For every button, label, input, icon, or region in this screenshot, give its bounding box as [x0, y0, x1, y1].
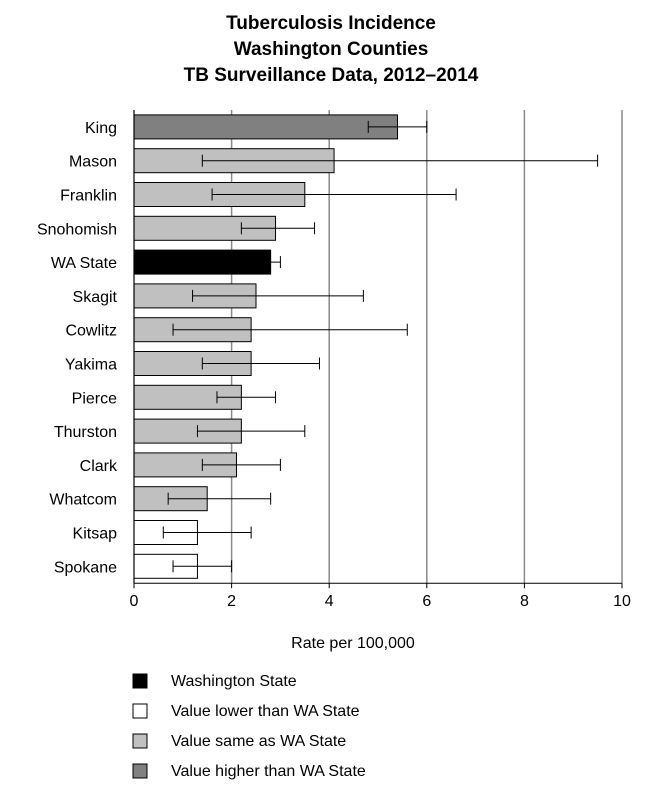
category-label: Snohomish: [37, 221, 117, 238]
error-bar: [201, 154, 599, 167]
legend-item: Washington State: [132, 673, 297, 690]
category-label: Skagit: [73, 289, 118, 306]
category-label: Cowlitz: [65, 323, 117, 340]
category-label: Mason: [69, 154, 117, 171]
category-label: Yakima: [65, 357, 117, 374]
x-tick-label: 4: [325, 593, 334, 610]
error-bars: [162, 120, 599, 573]
chart-title-line-3: TB Surveillance Data, 2012–2014: [184, 65, 479, 86]
category-label: Spokane: [54, 559, 117, 576]
error-bar: [201, 357, 320, 370]
error-bar: [240, 222, 316, 235]
chart-title-line-2: Washington Counties: [234, 39, 429, 60]
legend-item: Value same as WA State: [132, 733, 346, 750]
legend-item: Value lower than WA State: [132, 703, 360, 720]
error-bar: [172, 560, 233, 573]
x-tick-label: 6: [422, 593, 431, 610]
category-labels: King Mason Franklin Snohomish WA State Skagit…: [37, 120, 118, 576]
error-bar: [162, 526, 252, 539]
legend-item: Value higher than WA State: [132, 763, 366, 780]
error-bar: [167, 492, 272, 505]
gridlines: [230, 110, 623, 584]
error-bar: [211, 188, 457, 201]
error-bar: [216, 391, 277, 404]
category-label: Thurston: [54, 424, 117, 441]
legend-swatch: [132, 733, 148, 749]
error-bar: [367, 120, 428, 133]
x-axis-title: Rate per 100,000: [291, 635, 415, 652]
x-tick-label: 10: [613, 593, 631, 610]
legend: Washington State Value lower than WA Stat…: [132, 673, 366, 780]
category-label: Clark: [80, 458, 118, 475]
error-bar: [260, 256, 281, 269]
category-label: WA State: [51, 255, 117, 272]
legend-swatch: [132, 703, 148, 719]
x-axis: 0 2 4 6 8 10: [130, 110, 631, 610]
category-label: Franklin: [60, 188, 117, 205]
chart-title-line-1: Tuberculosis Incidence: [226, 13, 436, 34]
category-label: Whatcom: [49, 492, 117, 509]
bar-wa-state: [133, 249, 272, 275]
error-bar: [201, 458, 281, 471]
legend-swatch: [132, 673, 148, 689]
legend-swatch: [132, 763, 148, 779]
legend-label: Value lower than WA State: [171, 703, 360, 720]
bars: [133, 114, 399, 579]
x-tick-label: 8: [520, 593, 529, 610]
legend-label: Washington State: [171, 673, 297, 690]
chart-title: Tuberculosis Incidence Washington Counti…: [184, 13, 479, 86]
category-label: Kitsap: [73, 526, 118, 543]
error-bar: [172, 323, 408, 336]
category-label: King: [85, 120, 117, 137]
legend-label: Value higher than WA State: [171, 763, 366, 780]
legend-label: Value same as WA State: [171, 733, 346, 750]
bar-king: [133, 114, 399, 140]
error-bar: [196, 425, 306, 438]
category-label: Pierce: [72, 390, 117, 407]
error-bar: [192, 289, 364, 302]
x-tick-label: 0: [130, 593, 139, 610]
x-tick-label: 2: [227, 593, 236, 610]
